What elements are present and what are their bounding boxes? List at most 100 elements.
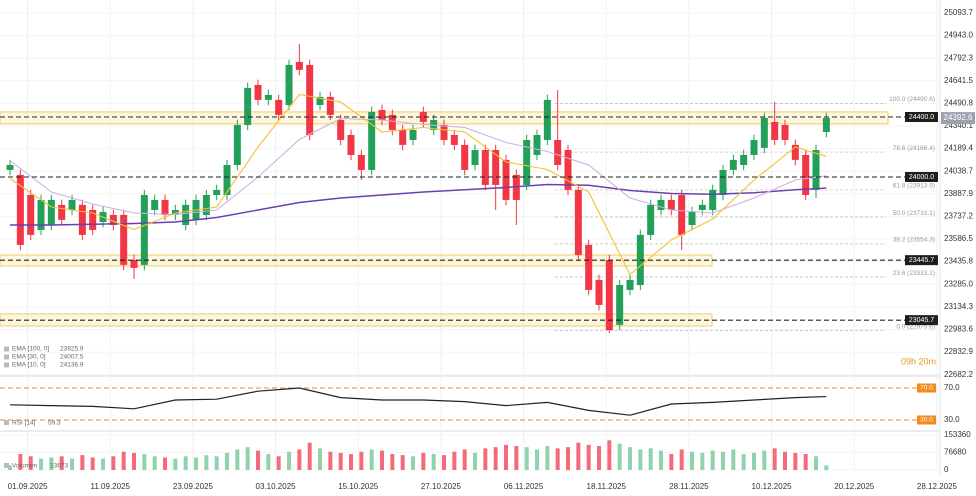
level-label: 24000.0 <box>909 174 934 181</box>
y-tick-label: 24641.5 <box>944 76 973 85</box>
volume-bar <box>297 449 302 470</box>
candle-body <box>678 195 686 235</box>
volume-bar <box>586 444 591 470</box>
volume-bar <box>183 456 188 470</box>
volume-bar <box>659 450 664 470</box>
candle-body <box>213 189 221 195</box>
x-tick-label: 10.12.2025 <box>752 482 793 491</box>
volume-bar <box>731 449 736 470</box>
volume-bar <box>462 449 467 470</box>
x-tick-label: 28.11.2025 <box>669 482 709 491</box>
y-tick-label: 23737.2 <box>944 212 973 221</box>
level-label: 23445.7 <box>909 257 934 264</box>
fib-label: 0.0 (22975.6) <box>896 323 935 330</box>
volume-bar <box>245 447 250 470</box>
level-box <box>905 315 938 326</box>
volume-bar <box>721 451 726 470</box>
volume-bar <box>555 448 560 470</box>
volume-bar <box>101 458 106 470</box>
candle-body <box>729 159 737 170</box>
candle-body <box>450 135 458 145</box>
volume-bar <box>287 451 292 470</box>
legend-value: 24007.5 <box>60 354 84 361</box>
x-tick-label: 20.12.2025 <box>834 482 875 491</box>
volume-bar <box>814 456 819 470</box>
candle-body <box>151 199 159 210</box>
y-tick-label: 24340.1 <box>944 121 973 130</box>
candle-body <box>461 144 469 170</box>
volume-bar <box>566 447 571 470</box>
candle-body <box>16 174 24 245</box>
volume-bar <box>214 456 219 470</box>
candle-body <box>47 199 55 225</box>
legend-name: Volumen <box>12 463 38 470</box>
candle-body <box>760 117 768 148</box>
volume-bar <box>710 450 715 470</box>
volume-bar <box>70 458 75 470</box>
level-label: 24400.0 <box>909 114 934 121</box>
legend-name: RSI [14] <box>12 420 36 427</box>
legend-name: EMA [30, 0] <box>12 354 46 361</box>
level-box <box>905 172 938 182</box>
volume-bar <box>648 448 653 470</box>
candle-body <box>58 204 66 220</box>
volume-bar <box>628 447 633 470</box>
x-tick-label: 18.11.2025 <box>587 482 627 491</box>
volume-bar <box>772 448 777 470</box>
candle-body <box>337 120 345 140</box>
volume-bar <box>318 448 323 470</box>
y-tick-label: 23134.3 <box>944 302 973 311</box>
candle-body <box>182 204 190 225</box>
candle-body <box>6 165 14 170</box>
candle-body <box>533 135 541 155</box>
candle-body <box>78 204 86 235</box>
candle-body <box>719 169 727 195</box>
candle-body <box>140 195 148 265</box>
volume-bar <box>235 449 240 470</box>
volume-bar <box>163 457 168 470</box>
volume-bar <box>700 452 705 470</box>
y-tick-label: 24490.8 <box>944 98 973 107</box>
volume-bar <box>504 444 509 470</box>
volume-bar <box>576 442 581 470</box>
candle-body <box>233 124 241 165</box>
y-tick-label: 22832.9 <box>944 347 973 356</box>
volume-bar <box>545 446 550 470</box>
fib-label: 50.0 (23733.1) <box>893 210 935 217</box>
legend-value: 13673 <box>50 463 68 470</box>
x-tick-label: 23.09.2025 <box>173 482 214 491</box>
volume-bar <box>49 457 54 470</box>
candle-body <box>264 94 272 100</box>
candle-body <box>802 154 810 195</box>
volume-bar <box>690 451 695 470</box>
y-tick-label: 24038.7 <box>944 166 973 175</box>
candle-body <box>740 154 748 165</box>
y-tick-label: 23285.0 <box>944 279 973 288</box>
x-tick-label: 28.12.2025 <box>917 482 958 491</box>
candle-body <box>698 204 706 210</box>
y-tick-label: 24943.0 <box>944 31 973 40</box>
candle-body <box>502 159 510 200</box>
rsi-level-box <box>917 383 936 393</box>
x-tick-label: 06.11.2025 <box>504 482 544 491</box>
candle-body <box>554 139 562 165</box>
legend-icon <box>4 420 9 425</box>
y-tick-label: 0 <box>944 465 949 474</box>
rsi-level-label: 30.0 <box>920 417 933 424</box>
fib-label: 61.8 (23913.9) <box>893 183 935 190</box>
volume-bar <box>338 452 343 470</box>
volume-bar <box>359 451 364 470</box>
candle-body <box>254 84 262 100</box>
volume-bar <box>328 451 333 470</box>
candle-body <box>326 96 334 115</box>
x-tick-label: 11.09.2025 <box>91 482 131 491</box>
y-tick-label: 76680 <box>944 448 967 457</box>
candle-body <box>585 244 593 290</box>
volume-bar <box>142 454 147 470</box>
candle-body <box>822 118 830 132</box>
volume-bar <box>80 455 85 470</box>
candle-body <box>378 109 386 120</box>
ema-line <box>9 93 827 276</box>
y-tick-label: 22682.2 <box>944 370 973 379</box>
